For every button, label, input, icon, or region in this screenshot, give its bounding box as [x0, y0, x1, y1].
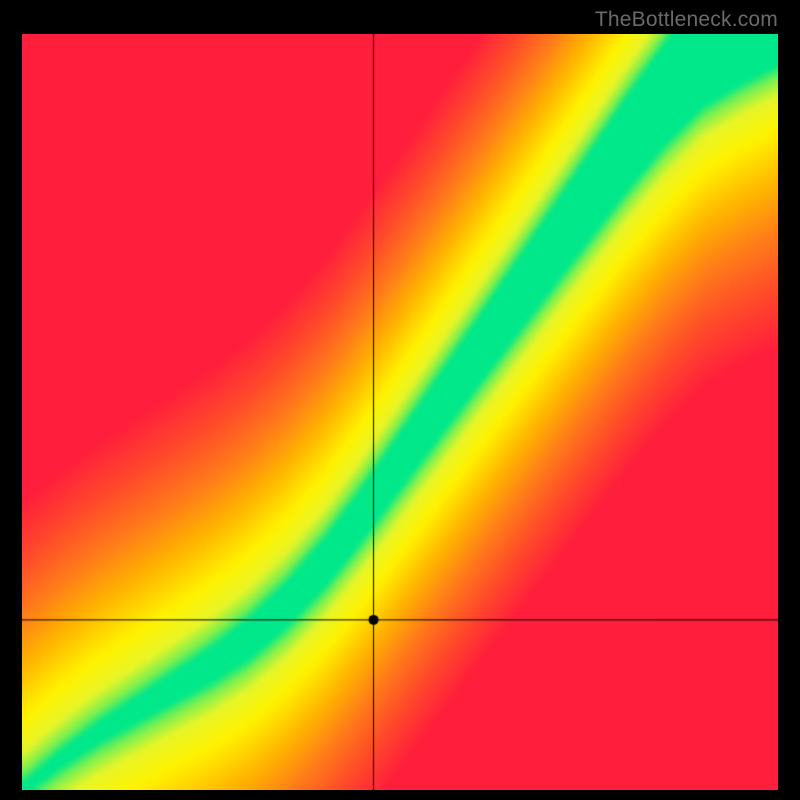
- watermark-text: TheBottleneck.com: [595, 8, 778, 32]
- plot-area: [22, 34, 778, 790]
- heatmap-canvas: [22, 34, 778, 790]
- chart-container: TheBottleneck.com: [0, 0, 800, 800]
